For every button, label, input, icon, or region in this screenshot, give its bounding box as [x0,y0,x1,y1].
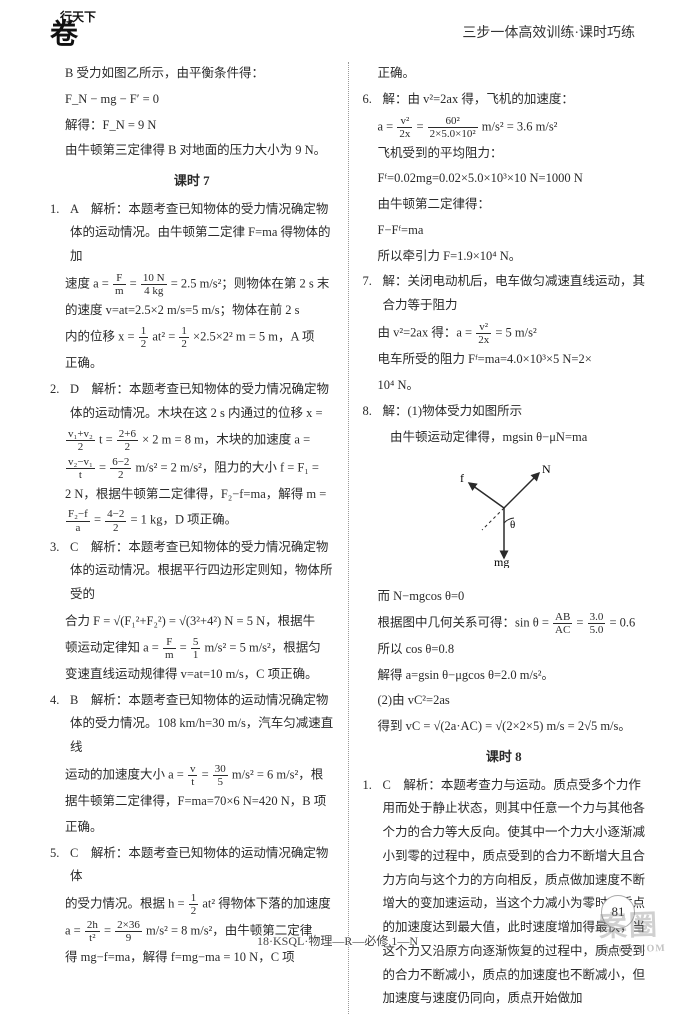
question-2: 2. D 解析：本题考查已知物体的受力情况确定物体的运动情况。木块在这 2 s … [50,378,334,426]
text: 所以牵引力 F=1.9×10⁴ N。 [363,245,646,269]
text: 解：由 v²=2ax 得，飞机的加速度： [383,92,574,106]
text: 由牛顿第三定律得 B 对地面的压力大小为 9 N。 [50,139,334,163]
item-number: 1. [363,774,372,798]
section-title: 课时 7 [50,169,334,194]
text: F_N − mg − F′ = 0 [50,88,334,112]
text: 所以 cos θ=0.8 [363,638,646,662]
text: 由牛顿运动定律得，mgsin θ−μN=ma [363,426,646,450]
text: 据牛顿第二定律得，F=ma=70×6 N=420 N，B 项 [50,790,334,814]
text: 解得 a=gsin θ−μgcos θ=2.0 m/s²。 [363,664,646,688]
item-number: 8. [363,400,372,424]
text: 解：(1)物体受力如图所示 [383,404,523,418]
watermark-main: 案圈 [598,910,659,943]
text: B 受力如图乙所示，由平衡条件得： [50,62,334,86]
text: 的速度 v=at=2.5×2 m/s=5 m/s；物体在前 2 s [50,299,334,323]
left-column: B 受力如图乙所示，由平衡条件得： F_N − mg − F′ = 0 解得：F… [50,62,348,1014]
label-N: N [542,462,551,476]
text: D 解析：本题考查已知物体的受力情况确定物体的运动情况。木块在这 2 s 内通过… [70,382,329,420]
right-column: 正确。 6. 解：由 v²=2ax 得，飞机的加速度： a = v²2x = 6… [348,62,646,1014]
text: B 解析：本题考查已知物体的运动情况确定物体的受力情况。108 km/h=30 … [70,693,333,755]
text: 合力 F = √(F₁²+F₂²) = √(3²+4²) N = 5 N，根据牛 [50,610,334,634]
text: 变速直线运动规律得 v=at=10 m/s，C 项正确。 [50,663,334,687]
text: A 解析：本题考查已知物体的受力情况确定物体的运动情况。由牛顿第二定律 F=ma… [70,202,331,264]
text: F−Fᶠ=ma [363,219,646,243]
text: 运动的加速度大小 a = vt = 305 m/s² = 6 m/s²，根 [50,763,334,788]
k8-question-1: 1. C 解析：本题考查力与运动。质点受多个力作用而处于静止状态，则其中任意一个… [363,774,646,1012]
logo: 卷 行天下 [50,12,78,52]
text: 而 N−mgcos θ=0 [363,585,646,609]
text: v₂−v₁t = 6−22 m/s² = 2 m/s²，阻力的大小 f = F₁… [50,456,334,481]
text: 顿运动定律知 a = Fm = 51 m/s² = 5 m/s²，根据匀 [50,636,334,661]
logo-sub: 行天下 [60,8,96,25]
item-number: 2. [50,378,59,402]
item-number: 6. [363,88,372,112]
header-title: 三步一体高效训练·课时巧练 [462,22,635,42]
text: 正确。 [50,352,334,376]
text: C 解析：本题考查已知物体的运动情况确定物体 [70,846,328,884]
question-4: 4. B 解析：本题考查已知物体的运动情况确定物体的受力情况。108 km/h=… [50,689,334,760]
text: 内的位移 x = 12 at² = 12 ×2.5×2² m = 5 m，A 项 [50,325,334,350]
text: 由牛顿第二定律得： [363,193,646,217]
text: Fᶠ=0.02mg=0.02×5.0×10³×10 N=1000 N [363,167,646,191]
question-1: 1. A 解析：本题考查已知物体的受力情况确定物体的运动情况。由牛顿第二定律 F… [50,198,334,269]
watermark-sub: MXQE.COM [599,943,665,956]
text: 解：关闭电动机后，电车做匀减速直线运动，其合力等于阻力 [383,274,646,312]
item-number: 3. [50,536,59,560]
question-5: 5. C 解析：本题考查已知物体的运动情况确定物体 [50,842,334,890]
item-number: 5. [50,842,59,866]
section-title: 课时 8 [363,745,646,770]
text: 飞机受到的平均阻力： [363,142,646,166]
page-header: 卷 行天下 三步一体高效训练·课时巧练 [0,0,675,58]
watermark: 案圈 MXQE.COM [598,903,666,956]
force-diagram: N f θ mg [363,458,646,577]
text: 得到 vC = √(2a·AC) = √(2×2×5) m/s = 2√5 m/… [363,715,646,739]
text: C 解析：本题考查力与运动。质点受多个力作用而处于静止状态，则其中任意一个力与其… [383,778,646,1006]
text: 的受力情况。根据 h = 12 at² 得物体下落的加速度 [50,892,334,917]
label-theta: θ [510,519,515,531]
text: 正确。 [50,816,334,840]
text: 根据图中几何关系可得：sin θ = ABAC = 3.05.0 = 0.6 [363,611,646,636]
text: 电车所受的阻力 Fᶠ=ma=4.0×10³×5 N=2× [363,348,646,372]
text: 速度 a = Fm = 10 N4 kg = 2.5 m/s²；则物体在第 2 … [50,272,334,297]
page-footer: 18·KSQL·物理—R—必修 1—N [0,932,675,949]
question-3: 3. C 解析：本题考查已知物体的受力情况确定物体的运动情况。根据平行四边形定则… [50,536,334,607]
text: 正确。 [363,62,646,86]
text: 得 mg−f=ma，解得 f=mg−ma = 10 N，C 项 [50,946,334,970]
content-columns: B 受力如图乙所示，由平衡条件得： F_N − mg − F′ = 0 解得：F… [0,58,675,1014]
text: 解得：F_N = 9 N [50,114,334,138]
text: v₁+v₂2 t = 2+62 × 2 m = 8 m，木块的加速度 a = [50,428,334,453]
label-mg: mg [494,555,509,568]
question-6: 6. 解：由 v²=2ax 得，飞机的加速度： [363,88,646,112]
item-number: 1. [50,198,59,222]
item-number: 7. [363,270,372,294]
question-8: 8. 解：(1)物体受力如图所示 [363,400,646,424]
label-f: f [460,471,464,485]
text: 10⁴ N。 [363,374,646,398]
text: C 解析：本题考查已知物体的受力情况确定物体的运动情况。根据平行四边形定则知，物… [70,540,333,602]
text: (2)由 vC²=2as [363,689,646,713]
text: 由 v²=2ax 得：a = v²2x = 5 m/s² [363,321,646,346]
question-7: 7. 解：关闭电动机后，电车做匀减速直线运动，其合力等于阻力 [363,270,646,318]
item-number: 4. [50,689,59,713]
text: F₂−fa = 4−22 = 1 kg，D 项正确。 [50,508,334,533]
text: 2 N，根据牛顿第二定律得，F₂−f=ma，解得 m = [50,483,334,507]
text: a = v²2x = 60²2×5.0×10² m/s² = 3.6 m/s² [363,115,646,140]
